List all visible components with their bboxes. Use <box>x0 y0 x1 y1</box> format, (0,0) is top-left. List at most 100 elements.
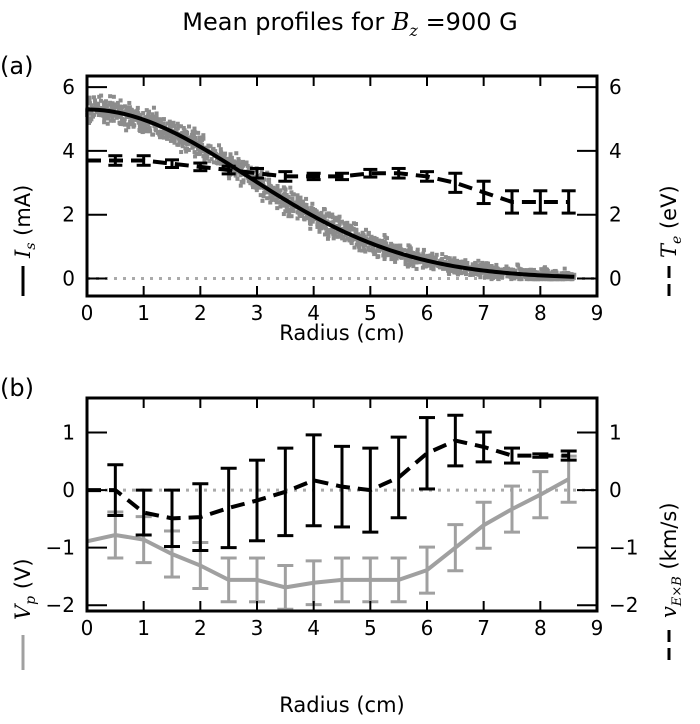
is-scatter-point <box>422 254 427 259</box>
is-scatter-point <box>431 266 436 271</box>
is-scatter-point <box>396 248 401 253</box>
is-scatter-point <box>339 230 344 235</box>
is-scatter-point <box>421 259 426 264</box>
is-scatter-point <box>415 247 420 252</box>
is-scatter-point <box>507 274 512 279</box>
panel-b-xtick-label: 6 <box>421 616 434 640</box>
is-scatter-point <box>428 255 433 260</box>
is-scatter-point <box>90 112 95 117</box>
is-scatter-point <box>91 114 96 119</box>
is-scatter-point <box>308 208 313 213</box>
is-scatter-point <box>398 253 403 258</box>
is-scatter-point <box>308 221 313 226</box>
is-scatter-point <box>413 259 418 264</box>
panel-a-xtick-label: 2 <box>194 301 207 325</box>
is-scatter-point <box>171 138 176 143</box>
is-scatter-point <box>168 133 173 138</box>
is-scatter-point <box>158 135 163 140</box>
is-scatter-point <box>240 159 245 164</box>
is-scatter-point <box>89 103 94 108</box>
is-scatter-point <box>560 277 565 282</box>
is-scatter-point <box>409 250 414 255</box>
is-scatter-point <box>98 98 103 103</box>
is-scatter-point <box>196 130 201 135</box>
is-scatter-point <box>329 228 334 233</box>
is-scatter-point <box>313 209 318 214</box>
is-scatter-point <box>407 247 412 252</box>
panel-b-xtick-label: 1 <box>137 616 150 640</box>
is-scatter-point <box>190 129 195 134</box>
is-scatter-point <box>217 143 222 148</box>
is-scatter-point <box>337 214 342 219</box>
is-scatter-point <box>144 108 149 113</box>
is-scatter-point <box>241 180 246 185</box>
is-scatter-point <box>295 199 300 204</box>
is-scatter-point <box>206 143 211 148</box>
is-scatter-point <box>440 256 445 261</box>
is-scatter-point <box>457 267 462 272</box>
is-scatter-point <box>440 252 445 257</box>
is-scatter-point <box>452 270 457 275</box>
is-scatter-point <box>141 129 146 134</box>
is-scatter-point <box>336 224 341 229</box>
is-scatter-point <box>151 105 156 110</box>
is-scatter-point <box>245 163 250 168</box>
is-scatter-point <box>382 233 387 238</box>
is-scatter-point <box>556 277 561 282</box>
is-scatter-point <box>275 196 280 201</box>
is-scatter-point <box>415 249 420 254</box>
is-scatter-point <box>200 137 205 142</box>
is-scatter-point <box>326 211 331 216</box>
is-scatter-point <box>350 227 355 232</box>
is-scatter-point <box>267 182 272 187</box>
is-scatter-point <box>213 149 218 154</box>
is-scatter-point <box>478 275 483 280</box>
is-scatter-point <box>325 236 330 241</box>
is-scatter-point <box>181 125 186 130</box>
is-scatter-point <box>358 242 363 247</box>
panel-a-xtick-label: 8 <box>534 301 547 325</box>
is-scatter-point <box>334 215 339 220</box>
is-scatter-point <box>113 105 118 110</box>
is-scatter-point <box>568 272 573 277</box>
panel-b-y2tick-label: −1 <box>609 536 638 560</box>
is-scatter-point <box>254 188 259 193</box>
is-scatter-point <box>376 238 381 243</box>
panel-b-xtick-label: 7 <box>477 616 490 640</box>
is-scatter-point <box>535 277 540 282</box>
is-scatter-point <box>116 104 121 109</box>
is-scatter-point <box>197 135 202 140</box>
is-scatter-point <box>278 204 283 209</box>
is-scatter-point <box>232 162 237 167</box>
is-scatter-point <box>504 267 509 272</box>
is-scatter-point <box>403 262 408 267</box>
is-scatter-point <box>428 253 433 258</box>
is-scatter-point <box>148 115 153 120</box>
is-scatter-point <box>310 201 315 206</box>
is-scatter-point <box>342 238 347 243</box>
is-scatter-point <box>325 229 330 234</box>
is-scatter-point <box>392 247 397 252</box>
is-scatter-point <box>161 135 166 140</box>
is-scatter-point <box>437 259 442 264</box>
is-scatter-point <box>119 116 124 121</box>
is-scatter-point <box>354 230 359 235</box>
panel-a-xtick-label: 0 <box>81 301 94 325</box>
is-scatter-point <box>542 266 547 271</box>
is-scatter-point <box>526 268 531 273</box>
panel-a-xtick-label: 7 <box>477 301 490 325</box>
is-scatter-point <box>150 112 155 117</box>
is-scatter-point <box>434 252 439 257</box>
is-fit-curve <box>86 107 575 279</box>
is-scatter-point <box>290 196 295 201</box>
is-scatter-point <box>320 224 325 229</box>
panel-a-label: (a) <box>0 52 33 80</box>
is-scatter-point <box>521 269 526 274</box>
is-scatter-point <box>102 120 107 125</box>
is-scatter-point <box>298 213 303 218</box>
is-scatter-point <box>168 125 173 130</box>
is-scatter-point <box>139 122 144 127</box>
is-scatter-point <box>96 112 101 117</box>
is-scatter-point <box>251 185 256 190</box>
